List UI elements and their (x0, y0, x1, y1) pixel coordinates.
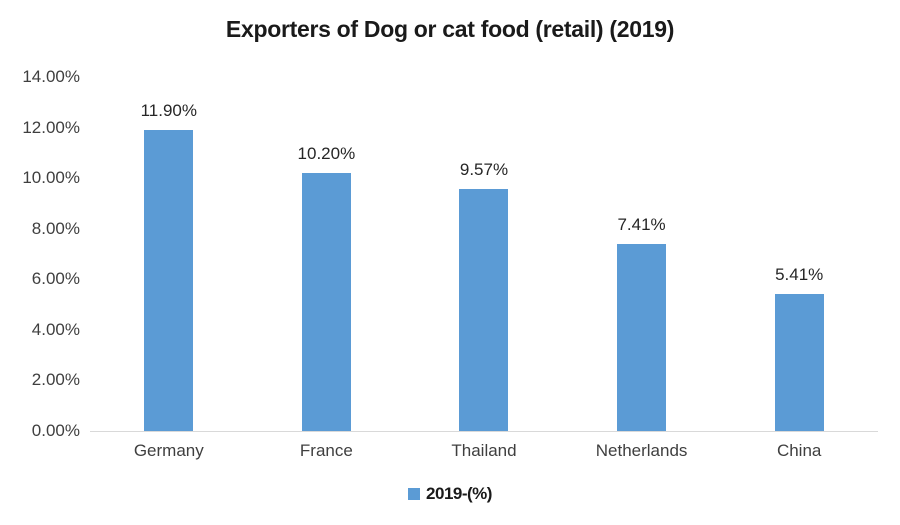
bar-germany (144, 130, 194, 431)
y-axis: 14.00% 12.00% 10.00% 8.00% 6.00% 4.00% 2.00% 0.… (0, 67, 80, 440)
data-label-france: 10.20% (297, 144, 356, 164)
chart-title: Exporters of Dog or cat food (retail) (2… (225, 16, 675, 42)
y-axis-tick-label: 14.00% (22, 67, 80, 86)
y-axis-tick-label: 6.00% (31, 269, 80, 289)
y-axis-tick-label: 2.00% (31, 370, 80, 390)
x-axis-label-france: France (299, 441, 353, 460)
data-label-netherlands: 7.41% (617, 214, 666, 234)
bar-france (301, 173, 351, 431)
bar-netherlands (617, 243, 667, 431)
y-axis-tick-label: 12.00% (22, 117, 80, 137)
x-axis: Germany France Thailand Netherlands China (90, 441, 878, 461)
legend: 2019-(%) (0, 484, 900, 504)
bar-slot-france: 10.20% (248, 77, 406, 431)
x-axis-label-china: China (776, 441, 822, 460)
y-axis-tick-label: 10.00% (22, 168, 80, 188)
bar-slot-thailand: 9.57% (405, 77, 563, 431)
data-label-china: 5.41% (775, 265, 824, 285)
legend-series-label: 2019-(%) (426, 484, 492, 503)
x-axis-label-germany: Germany (133, 441, 204, 460)
plot-area: 11.90% 10.20% 9.57% 7.41% 5.41% (90, 77, 878, 432)
x-axis-label-netherlands: Netherlands (595, 441, 688, 460)
bar-china (774, 294, 824, 431)
bar-slot-china: 5.41% (720, 77, 878, 431)
legend-marker-icon (408, 488, 421, 500)
y-axis-tick-label: 4.00% (31, 319, 80, 339)
data-label-germany: 11.90% (140, 101, 197, 121)
bar-thailand (459, 189, 509, 431)
bar-slot-netherlands: 7.41% (563, 77, 721, 431)
y-axis-tick-label: 8.00% (31, 218, 80, 238)
data-label-thailand: 9.57% (459, 160, 509, 179)
bar-slot-germany: 11.90% (90, 77, 248, 431)
y-axis-tick-label: 0.00% (31, 421, 80, 440)
x-axis-label-thailand: Thailand (451, 441, 517, 460)
